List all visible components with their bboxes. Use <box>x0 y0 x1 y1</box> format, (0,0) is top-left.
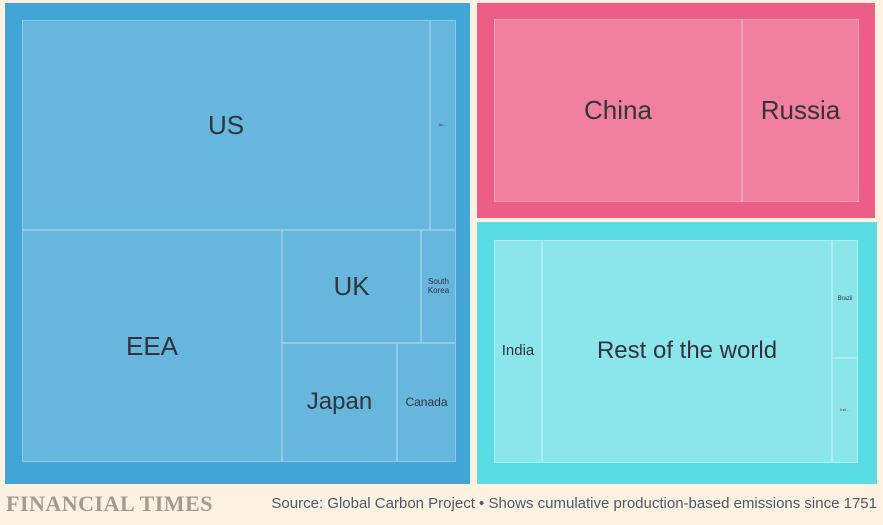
tile-label-small-blue: Au… <box>438 121 448 127</box>
treemap-tile-japan[interactable]: Japan <box>282 343 397 462</box>
treemap-tile-canada[interactable]: Canada <box>397 343 456 462</box>
tile-label-canada: Canada <box>405 394 448 409</box>
tile-label-brazil: Brazil <box>837 295 853 302</box>
tile-label-russia: Russia <box>760 95 841 126</box>
tile-label-japan: Japan <box>306 388 373 416</box>
tile-label-china: China <box>584 95 652 126</box>
source-note: Source: Global Carbon Project • Shows cu… <box>271 495 877 512</box>
treemap-tile-brazil[interactable]: Brazil <box>832 240 858 358</box>
ft-wordmark: FINANCIAL TIMES <box>6 491 213 516</box>
tile-label-small-cyan: Ind… <box>840 407 850 413</box>
treemap-tile-south-korea[interactable]: South Korea <box>421 230 456 343</box>
tile-label-rest-of-world: Rest of the world <box>596 337 778 365</box>
tile-label-us: US <box>207 109 245 140</box>
treemap-tile-rest-of-world[interactable]: Rest of the world <box>542 240 832 463</box>
treemap-tile-us[interactable]: US <box>22 20 430 230</box>
treemap-tile-eea[interactable]: EEA <box>22 230 282 462</box>
treemap-tile-uk[interactable]: UK <box>282 230 421 343</box>
treemap-tile-small-cyan[interactable]: Ind… <box>832 358 858 463</box>
treemap-tile-china[interactable]: China <box>494 19 742 202</box>
treemap-tile-russia[interactable]: Russia <box>742 19 859 202</box>
tile-label-eea: EEA <box>125 330 179 361</box>
treemap-tile-small-blue[interactable]: Au… <box>430 20 456 230</box>
treemap-tile-india[interactable]: India <box>494 240 542 463</box>
tile-label-uk: UK <box>333 271 370 302</box>
tile-label-south-korea: South Korea <box>427 276 450 295</box>
tile-label-india: India <box>501 342 535 360</box>
footer: FINANCIAL TIMES Source: Global Carbon Pr… <box>0 484 883 525</box>
